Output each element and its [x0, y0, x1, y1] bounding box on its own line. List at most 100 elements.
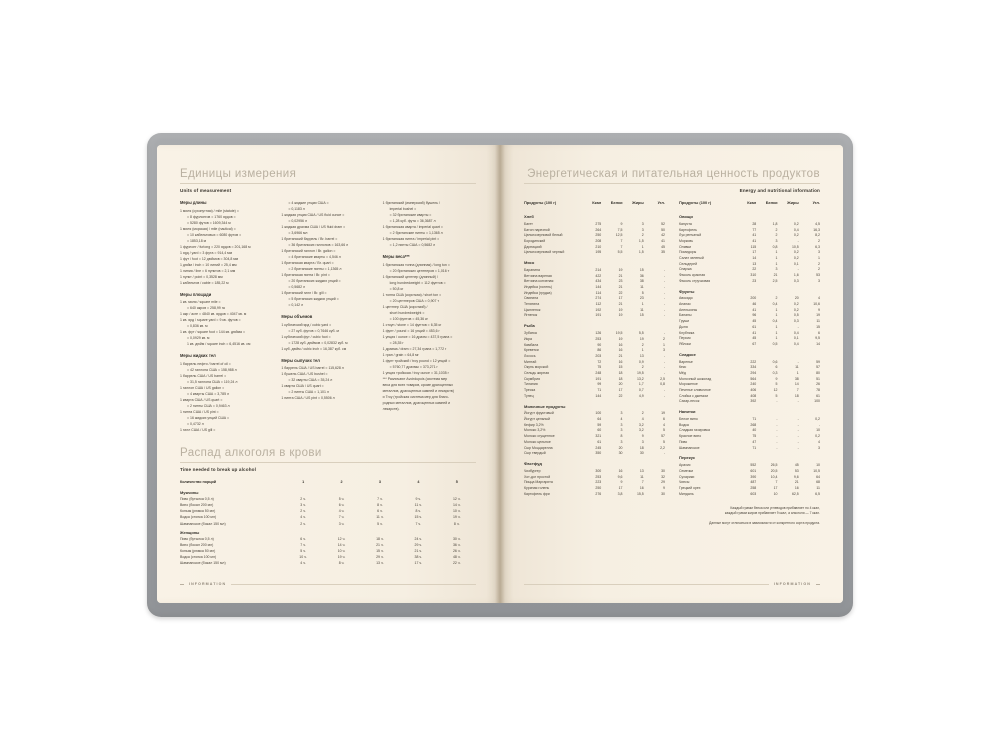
units-line-group: 1 баррель нефти / barrel of oil = = 42 га…	[180, 361, 273, 433]
nutrition-product-name: Цельнозерновой черный	[524, 250, 565, 255]
alcohol-header-serving: 4	[417, 480, 420, 485]
units-line: 1 миля (сухопутная) / mile (statute) =	[180, 208, 239, 213]
nutrition-value: 5	[775, 382, 778, 387]
nutrition-value: 5	[641, 290, 644, 295]
nutrition-product-name: Персик	[679, 336, 691, 341]
nutrition-value: 75	[597, 365, 602, 370]
units-line: 1 пинта США / US pint =	[180, 409, 219, 414]
nutrition-value: 11	[640, 285, 644, 290]
units-line: 1 тонна США (короткая) / short ton =	[382, 292, 442, 297]
nutrition-value: 9,6	[617, 474, 623, 479]
table-row: Сыр твердый 350 30 30 -	[524, 450, 665, 456]
table-row: Водка (стопка 100 мл) 4 ч. 7 ч. 11 ч. 15 ч. 1…	[180, 514, 476, 520]
nutrition-value: 552	[750, 463, 757, 468]
nutrition-value: 1,6	[793, 273, 799, 278]
nutrition-value: 11	[816, 485, 820, 490]
alcohol-time-value: 4 ч.	[338, 509, 345, 514]
nutrition-value: 18	[618, 376, 623, 381]
nutrition-product-name: Фасоль красная	[679, 273, 706, 278]
nutrition-value: 57	[816, 365, 820, 370]
alcohol-drink-label: Водка (стопка 100 мл)	[180, 554, 217, 559]
nutrition-header-metric: Угл.	[812, 200, 820, 205]
alcohol-time-value: 7 ч.	[415, 521, 422, 526]
nutrition-value: 0,8	[660, 382, 665, 387]
nutrition-product-name: Ягненок	[524, 313, 538, 318]
nutrition-value: 12	[773, 388, 778, 393]
alcohol-time-value: 7 ч.	[300, 542, 306, 547]
nutrition-value: 41	[661, 238, 665, 243]
alcohol-time-value: 15 ч.	[376, 548, 384, 553]
nutrition-product-name: Печенье сливочное	[679, 388, 711, 393]
nutrition-product-name: Икра	[524, 336, 532, 341]
nutrition-product-name: Тилапия	[524, 382, 538, 387]
nutrition-value: 78	[816, 388, 820, 393]
nutrition-product-name: Капуста	[679, 221, 692, 226]
table-row: Камбала 90 16 2 1	[524, 342, 665, 348]
units-line: 1 британский гилл / Br. gill =	[281, 291, 327, 296]
table-row: Пицца Маргарита 223 9 7 29	[524, 479, 665, 485]
units-line: 1 британский баррель / Br. barrel =	[281, 237, 338, 242]
left-footer-label: INFORMATION	[189, 582, 227, 586]
nutrition-value: 0,9	[638, 359, 644, 364]
table-row: Вино (бокал 200 мл) 3 ч. 6 ч. 8 ч. 11 ч. 14 ч…	[180, 502, 476, 508]
table-row: Бородинский 208 7 1,5 41	[524, 238, 665, 244]
table-row: Мёд 294 0,3 1 80	[679, 370, 820, 376]
table-row: Хот-дог простой 253 9,6 11 32	[524, 474, 665, 480]
nutrition-product-name: Молоко сгущенное	[524, 434, 555, 439]
units-line: 1 баррель США / US barrel = 115,628 л	[281, 366, 344, 371]
nutrition-value: 21	[618, 273, 623, 278]
nutrition-value: 80	[816, 370, 820, 375]
nutrition-value: 5	[663, 439, 665, 444]
units-line: = 50,8 кг	[389, 286, 404, 291]
nutrition-value: 10,4	[770, 474, 778, 479]
units-line: 1 баррель США / US barrel =	[180, 373, 227, 378]
units-line: 1 фунт / pound = 16 унций = 453,6 г	[382, 328, 440, 333]
alcohol-time-value: 6 ч.	[300, 536, 306, 541]
nutrition-value: 2	[818, 261, 820, 266]
nutrition-product-name: Чизбургер	[524, 468, 541, 473]
nutrition-value: 0,3	[772, 370, 778, 375]
nutrition-value: 46	[752, 302, 757, 307]
alcohol-time-value: 5 ч.	[377, 521, 383, 526]
table-row: Пиво (бутылка 0,5 л) 6 ч. 12 ч. 18 ч. 24 ч. 3…	[180, 536, 476, 542]
units-line: = 4 британские кварты = 4,546 л	[288, 255, 341, 260]
nutrition-product-name: Сахар-песок	[679, 399, 700, 404]
nutrition-value: 22	[618, 290, 623, 295]
nutrition-value: 3	[818, 250, 820, 255]
units-line: = 16 жидких унций США =	[187, 415, 230, 420]
nutrition-value: 19	[618, 267, 623, 272]
nutrition-group-row: Овощи	[679, 209, 820, 221]
nutrition-product-name: Куриная голень	[524, 485, 550, 490]
units-line: 1 кабельтов / cable = 185,22 м	[180, 280, 229, 285]
units-line: 1 бушель США / US bushel =	[281, 372, 328, 377]
units-line: = 1,2 пинты США = 0,5682 л	[389, 243, 436, 248]
nutrition-product-name: Йогурт цельный	[524, 417, 550, 422]
units-line-group: 1 кубический ярд / cubic yard = = 27 куб.…	[281, 322, 374, 352]
alcohol-time-value: 15 ч.	[414, 515, 423, 520]
nutrition-value: 50	[661, 227, 665, 232]
units-line: = 20 британских центнеров = 1,016 т	[389, 268, 450, 273]
units-line: = 20 британских жидких унций =	[288, 279, 341, 284]
planner-book: Единицы измерения Units of measurement М…	[147, 133, 853, 617]
nutrition-value: 23	[618, 279, 623, 284]
nutrition-value: 9	[775, 376, 778, 381]
units-line: 1 унция / ounce = 16 драхм = 437,5 грана…	[382, 334, 453, 339]
nutrition-value: 61	[816, 393, 820, 398]
nutrition-product-name: Молоко 3,2%	[524, 428, 546, 433]
units-line: = 27 куб. футов = 0,7646 куб. м	[288, 328, 339, 333]
table-row: Салат зеленый 14 1 0,2 1	[679, 255, 820, 261]
right-footer-rule	[524, 583, 769, 585]
nutrition-value: 9	[818, 307, 820, 312]
units-line: лекарств).	[382, 407, 400, 411]
alcohol-group-row: Женщины	[180, 527, 476, 536]
nutrition-value: 99	[597, 382, 602, 387]
units-line: short hundredweight =	[389, 310, 425, 315]
nutrition-product-name: Багет	[524, 221, 533, 226]
nutrition-value: 13	[752, 261, 757, 266]
nutrition-value: -	[663, 279, 665, 284]
nutrition-value: -	[776, 445, 778, 450]
alcohol-time-value: 36 ч.	[452, 542, 461, 547]
units-line: = 31,5 галлона США = 119,24 л	[187, 379, 238, 384]
units-line: = 2 пинты США = 0,9463 л	[187, 403, 230, 408]
nutrition-value: 14	[816, 341, 820, 346]
